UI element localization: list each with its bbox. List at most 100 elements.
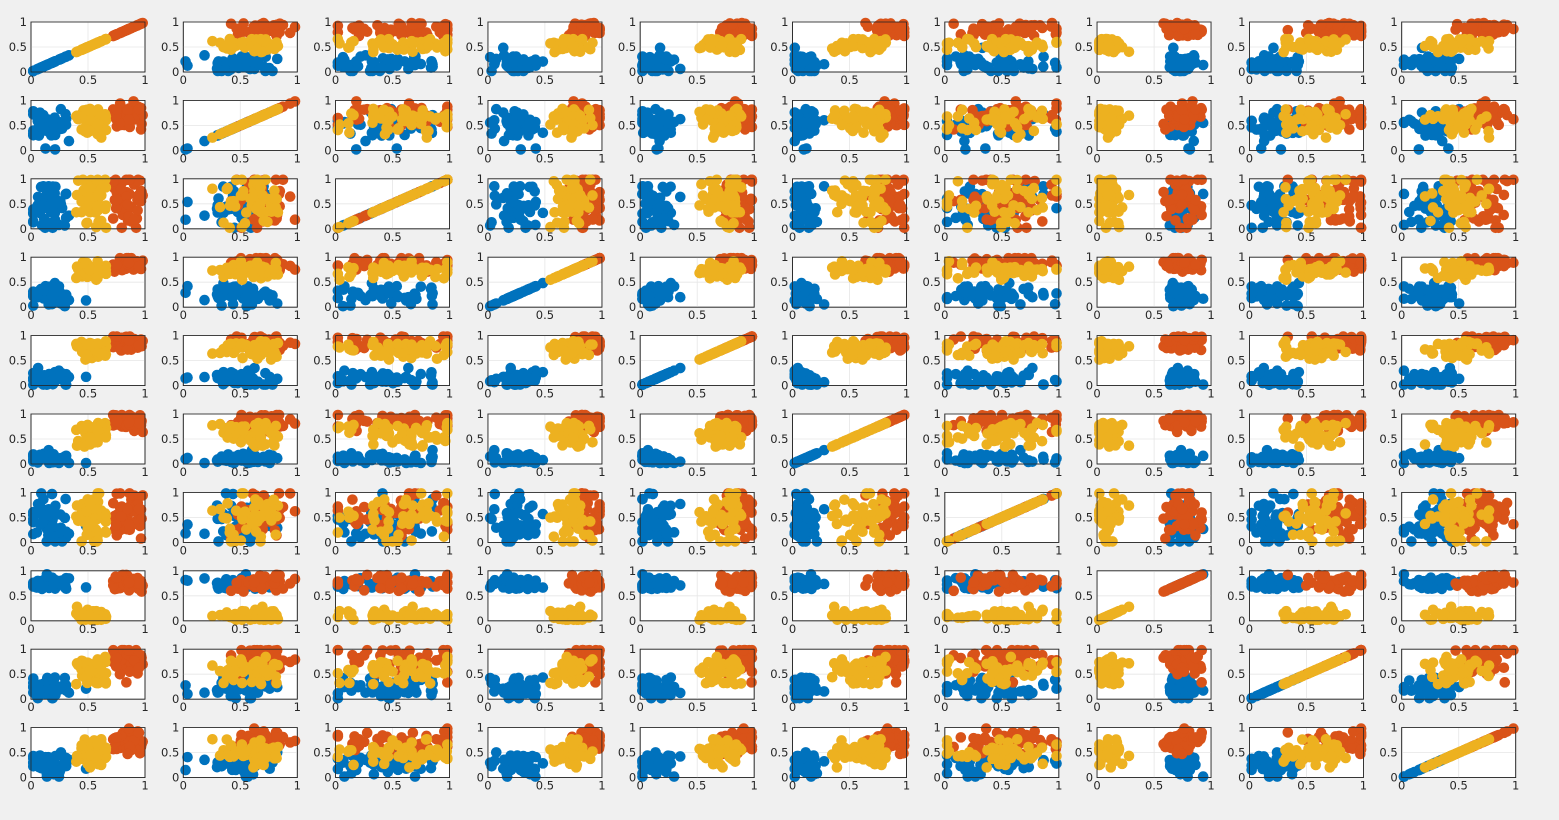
scatter-point — [489, 180, 500, 192]
y-tick-label: 0.5 — [161, 118, 179, 132]
scatter-point — [490, 103, 502, 115]
subplot-r3-c4: 0 0.5 100.51 — [466, 172, 606, 244]
scatter-point — [84, 182, 96, 194]
scatter-point — [100, 33, 112, 45]
scatter-point — [1105, 174, 1117, 186]
subplot-r2-c3: 0 0.5 100.51 — [313, 93, 453, 165]
y-tick-label: 1 — [933, 172, 940, 186]
scatter-point — [1481, 214, 1492, 225]
scatter-point — [1246, 115, 1257, 127]
axes-frame — [1401, 100, 1517, 151]
scatter-point — [545, 221, 556, 233]
scatter-point — [1021, 222, 1032, 234]
scatter-point — [1178, 121, 1190, 133]
scatter-point — [1163, 194, 1175, 206]
scatter-point — [1325, 110, 1337, 121]
scatter-point — [289, 96, 301, 107]
scatter-point — [674, 191, 686, 203]
scatter-point — [1015, 24, 1027, 35]
x-tick-label: 0.5 — [231, 151, 249, 165]
x-tick-label: 0.5 — [840, 73, 858, 87]
axes-frame — [1096, 100, 1212, 151]
scatter-point — [332, 60, 344, 72]
scatter-point — [344, 127, 355, 139]
scatter-point — [968, 23, 979, 34]
scatter-point — [864, 119, 876, 131]
scatter-point — [1123, 110, 1135, 121]
scatter-point — [1459, 182, 1470, 193]
scatter-point — [486, 216, 497, 228]
scatter-point — [110, 202, 122, 214]
y-tick-label: 0 — [324, 143, 331, 157]
scatter-point — [857, 113, 868, 124]
x-tick-label: 1 — [294, 151, 301, 165]
scatter-point — [116, 222, 128, 234]
subplot-r3-c8: 0 0.5 100.51 — [1075, 172, 1215, 244]
scatter-point — [1266, 120, 1277, 132]
y-tick-label: 0 — [477, 222, 484, 236]
axes-frame — [335, 178, 451, 230]
y-tick-label: 1 — [20, 15, 27, 29]
scatter-point — [263, 62, 275, 74]
scatter-point — [1179, 174, 1190, 186]
scatter-point — [115, 183, 127, 195]
scatter-point — [1258, 210, 1270, 221]
x-tick-label: 1 — [1055, 230, 1062, 244]
subplot-r2-c1: 0 0.5 100.51 — [9, 93, 149, 165]
scatter-point — [1094, 215, 1105, 227]
subplot-r1-c4: 0 0.5 100.51 — [466, 15, 606, 87]
axes-frame — [487, 21, 603, 73]
scatter-point — [1174, 222, 1186, 234]
scatter-point — [873, 202, 885, 213]
scatter-point — [289, 214, 301, 225]
scatter-point — [207, 132, 218, 143]
scatter-point — [864, 37, 876, 49]
scatter-point — [224, 222, 236, 234]
scatter-point — [239, 217, 251, 229]
scatter-point — [34, 107, 46, 119]
scatter-point — [981, 214, 992, 225]
scatter-point — [1425, 215, 1436, 227]
y-tick-label: 1 — [324, 93, 331, 107]
scatter-point — [222, 182, 233, 194]
x-tick-label: 0.5 — [840, 151, 858, 165]
y-tick-label: 0.5 — [923, 118, 941, 132]
scatter-point — [1325, 46, 1337, 58]
scatter-point — [1343, 210, 1355, 222]
scatter-point — [35, 120, 46, 132]
scatter-point — [573, 200, 584, 212]
y-tick-label: 0 — [172, 222, 179, 236]
x-tick-label: 1 — [1207, 73, 1214, 87]
scatter-point — [989, 206, 1000, 217]
scatter-point — [1280, 119, 1292, 130]
scatter-point — [746, 121, 758, 133]
scatter-point — [107, 213, 119, 224]
scatter-point — [743, 222, 755, 234]
scatter-point — [970, 41, 982, 53]
x-tick-label: 0 — [332, 73, 339, 87]
scatter-point — [996, 119, 1007, 130]
scatter-point — [1037, 61, 1049, 72]
scatter-point — [660, 54, 672, 65]
scatter-point — [392, 57, 403, 68]
axes-frame — [30, 100, 146, 151]
x-tick-label: 0 — [484, 73, 491, 87]
scatter-point — [1037, 216, 1048, 227]
scatter-point — [730, 174, 742, 186]
y-tick-label: 0.5 — [466, 40, 484, 54]
y-tick-label: 1 — [172, 172, 179, 186]
scatter-point — [704, 202, 716, 213]
scatter-point — [236, 174, 248, 186]
scatter-point — [1012, 183, 1023, 195]
scatter-point — [707, 183, 719, 195]
scatter-point — [551, 179, 563, 191]
scatter-point — [959, 135, 970, 147]
x-tick-label: 0 — [1398, 230, 1405, 244]
scatter-point — [133, 189, 145, 201]
scatter-point — [1015, 201, 1026, 213]
scatter-point — [1275, 56, 1287, 67]
y-tick-label: 0 — [1238, 65, 1245, 79]
x-tick-label: 0.5 — [383, 230, 401, 244]
x-tick-label: 0.5 — [1297, 151, 1315, 165]
